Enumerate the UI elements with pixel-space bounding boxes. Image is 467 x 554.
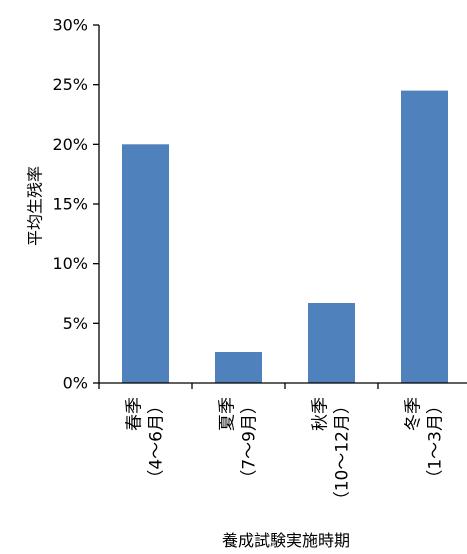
y-tick-label: 25% [52, 75, 88, 94]
x-category-months: （4〜6月） [147, 397, 167, 487]
x-category-months: （7〜9月） [240, 397, 260, 487]
x-category-season: 秋季 [311, 397, 331, 431]
x-category-season: 春季 [125, 397, 145, 431]
x-category-season: 夏季 [218, 397, 238, 431]
y-tick-label: 5% [63, 314, 88, 333]
x-axis-title: 養成試験実施時期 [222, 531, 350, 550]
x-category-label: 夏季 （7〜9月） [218, 397, 260, 487]
y-axis-title: 平均生残率 [26, 166, 45, 246]
x-category-months: （10〜12月） [333, 397, 353, 508]
y-tick-label: 15% [52, 195, 88, 214]
x-category-season: 冬季 [404, 397, 424, 431]
y-ticks: 0% 5% 10% 15% 20% 25% 30% [52, 16, 99, 393]
bar-2 [215, 352, 262, 383]
x-category-label: 秋季 （10〜12月） [311, 397, 353, 508]
y-tick-label: 0% [63, 374, 88, 393]
y-tick-label: 30% [52, 16, 88, 35]
x-categories: 春季 （4〜6月） 夏季 （7〜9月） 秋季 （10〜12月） 冬季 （1〜3月） [125, 397, 446, 508]
y-tick-label: 10% [52, 254, 88, 273]
bar-1 [122, 144, 169, 383]
bars [122, 90, 448, 383]
bar-4 [401, 90, 448, 383]
x-category-label: 春季 （4〜6月） [125, 397, 167, 487]
x-category-months: （1〜3月） [426, 397, 446, 487]
bar-3 [308, 303, 355, 383]
x-category-label: 冬季 （1〜3月） [404, 397, 446, 487]
y-tick-label: 20% [52, 135, 88, 154]
